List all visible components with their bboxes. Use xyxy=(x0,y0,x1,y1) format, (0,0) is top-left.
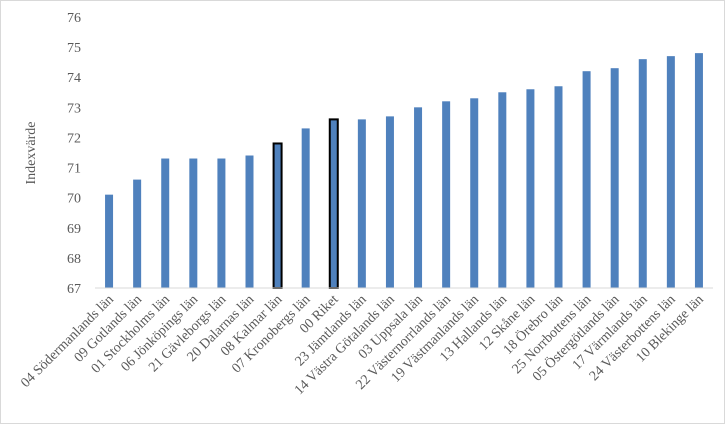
bar xyxy=(526,89,535,289)
y-tick-label: 71 xyxy=(67,162,81,177)
y-axis-ticks: 67 68 69 70 71 72 73 74 75 76 xyxy=(67,11,81,297)
bar xyxy=(245,155,254,288)
bar xyxy=(442,101,451,288)
bar-highlighted xyxy=(272,142,283,289)
bar xyxy=(638,59,647,288)
bar xyxy=(357,119,366,288)
bars xyxy=(105,53,703,289)
bar xyxy=(498,92,507,288)
y-tick-label: 74 xyxy=(67,71,81,86)
y-tick-label: 70 xyxy=(67,192,81,207)
y-tick-label: 72 xyxy=(67,131,81,146)
y-tick-label: 73 xyxy=(67,101,81,116)
bar xyxy=(217,158,226,288)
bar xyxy=(666,56,675,288)
y-tick-label: 69 xyxy=(67,222,81,237)
y-axis-label: Indexvärde xyxy=(24,122,39,185)
y-tick-label: 68 xyxy=(67,252,81,267)
bar xyxy=(582,71,591,288)
y-tick-label: 75 xyxy=(67,41,81,56)
bar xyxy=(105,194,114,288)
bar xyxy=(414,107,423,288)
bar xyxy=(694,53,703,288)
bar-highlighted xyxy=(328,118,339,289)
bar xyxy=(385,116,394,289)
bar xyxy=(554,86,563,288)
bar xyxy=(161,158,170,288)
bar xyxy=(610,68,619,288)
y-tick-label: 76 xyxy=(67,11,81,26)
bar xyxy=(133,179,142,288)
y-tick-label: 67 xyxy=(67,282,81,297)
bar xyxy=(301,128,310,288)
bar xyxy=(470,98,479,288)
bar xyxy=(189,158,198,288)
